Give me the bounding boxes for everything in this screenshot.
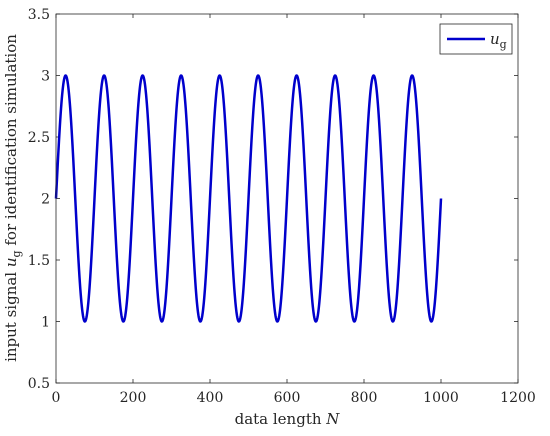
legend-label-variable: u (490, 30, 500, 48)
x-tick-label: 600 (274, 390, 301, 406)
x-tick-label: 800 (351, 390, 378, 406)
x-tick-label: 200 (120, 390, 147, 406)
x-tick-label: 1000 (423, 390, 459, 406)
plot-frame (55, 13, 519, 384)
x-axis-label-variable: N (325, 410, 340, 428)
y-tick-label: 0.5 (28, 376, 50, 392)
series-layer (54, 74, 443, 323)
y-tick-label: 3.5 (28, 7, 50, 23)
legend-label: ug (490, 30, 507, 51)
y-axis-label-pre: input signal (2, 267, 20, 362)
y-axis-ticks: 0.5 1 1.5 2 2.5 3 3.5 (28, 7, 518, 392)
y-tick-label: 1 (41, 315, 50, 331)
y-axis-label-variable: u (2, 257, 20, 267)
x-tick-label: 0 (52, 390, 61, 406)
y-tick-label: 1.5 (28, 253, 50, 269)
x-tick-label: 1200 (500, 390, 536, 406)
x-axis-label-text: data length (235, 410, 327, 428)
x-tick-label: 400 (197, 390, 224, 406)
series-line-u-g (54, 74, 443, 323)
x-axis-label: data length N (235, 410, 341, 428)
y-axis-label-post: for identification simulation (2, 34, 20, 251)
y-tick-label: 2 (41, 192, 50, 208)
legend: ug (439, 23, 513, 55)
y-tick-label: 2.5 (28, 130, 50, 146)
legend-label-subscript: g (500, 38, 507, 51)
y-axis-label: input signal ug for identification simul… (2, 34, 23, 362)
y-axis-label-subscript: g (10, 250, 23, 257)
x-axis-ticks: 0 200 400 600 800 1000 1200 (52, 14, 536, 406)
y-tick-label: 3 (41, 69, 50, 85)
